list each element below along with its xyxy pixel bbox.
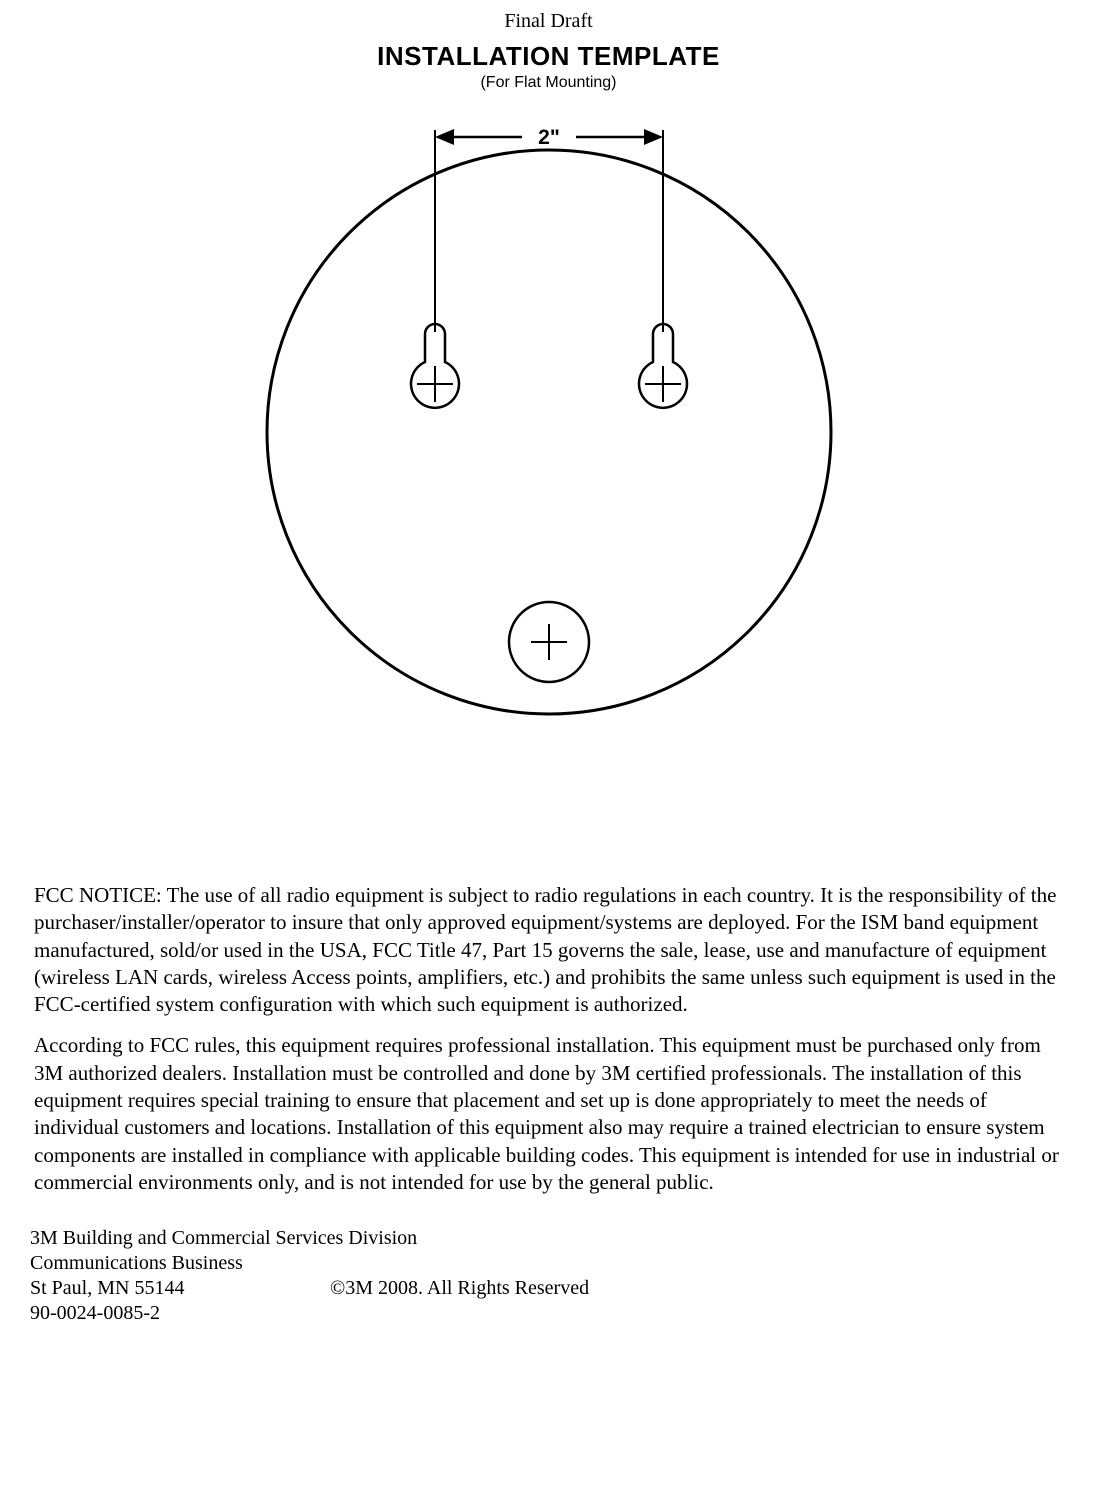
template-subtitle: (For Flat Mounting)	[30, 74, 1067, 92]
keyhole-right	[639, 324, 687, 408]
body-text: FCC NOTICE: The use of all radio equipme…	[30, 882, 1067, 1196]
footer-line-1: 3M Building and Commercial Services Divi…	[30, 1226, 1067, 1251]
keyhole-left	[411, 324, 459, 408]
fcc-notice-paragraph: FCC NOTICE: The use of all radio equipme…	[34, 882, 1063, 1018]
dimension-arrow-group: 2"	[435, 126, 663, 332]
footer: 3M Building and Commercial Services Divi…	[30, 1226, 1067, 1326]
installation-template-svg: 2"	[249, 102, 849, 742]
bottom-hole	[509, 602, 589, 682]
draft-label: Final Draft	[30, 10, 1067, 33]
installation-paragraph: According to FCC rules, this equipment r…	[34, 1032, 1063, 1196]
footer-doc-number: 90-0024-0085-2	[30, 1301, 1067, 1326]
document-page: Final Draft INSTALLATION TEMPLATE (For F…	[0, 0, 1097, 1346]
footer-line-2: Communications Business	[30, 1251, 1067, 1276]
template-title: INSTALLATION TEMPLATE	[30, 41, 1067, 72]
footer-address: St Paul, MN 55144	[30, 1276, 330, 1301]
footer-copyright: ©3M 2008. All Rights Reserved	[330, 1276, 1067, 1301]
template-diagram: 2"	[30, 102, 1067, 742]
dimension-label: 2"	[538, 126, 560, 149]
